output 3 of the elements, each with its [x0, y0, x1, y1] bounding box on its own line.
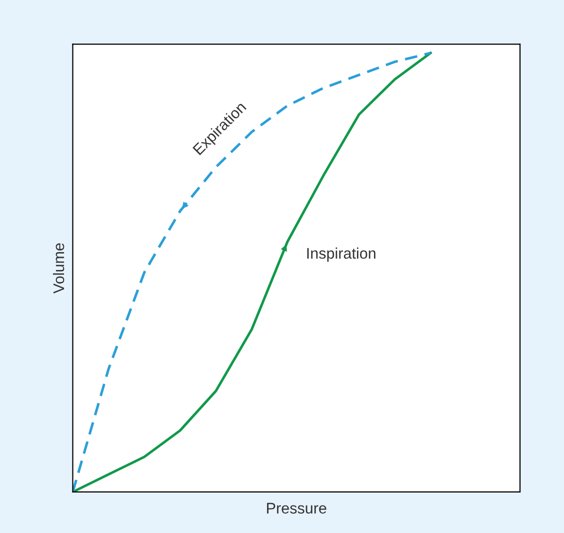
annotation: Inspiration [307, 248, 376, 262]
y-axis-title: Volume [52, 243, 64, 294]
x-axis-title: Pressure [267, 502, 326, 514]
